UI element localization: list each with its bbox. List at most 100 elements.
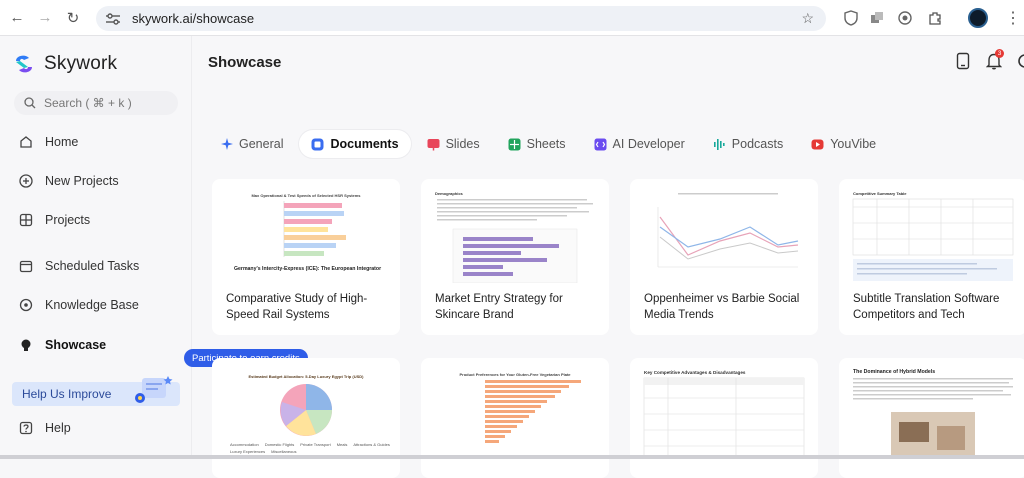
document-icon	[311, 138, 324, 151]
site-settings-icon[interactable]	[106, 12, 122, 25]
sidebar-item-projects[interactable]: Projects	[18, 212, 90, 228]
tab-slides[interactable]: Slides	[415, 130, 492, 158]
waveform-icon	[713, 138, 726, 151]
back-icon[interactable]: ←	[9, 9, 25, 26]
shield-extension-icon[interactable]	[842, 9, 860, 27]
showcase-card[interactable]: Competitive Summary Table Subtitle Trans…	[839, 179, 1024, 335]
search-placeholder: Search ( ⌘ + k )	[44, 96, 132, 110]
sidebar-item-home[interactable]: Home	[18, 134, 78, 150]
card-thumbnail: Key Competitive Advantages & Disadvantag…	[638, 366, 810, 462]
sidebar-item-label: New Projects	[45, 174, 119, 188]
tab-general[interactable]: General	[209, 130, 295, 158]
thumb-heading: Competitive Summary Table	[853, 191, 907, 196]
skywork-logo-icon	[16, 55, 32, 73]
tab-ai-developer[interactable]: AI Developer	[582, 130, 697, 158]
page-title: Showcase	[208, 54, 282, 71]
showcase-card[interactable]: Key Competitive Advantages & Disadvantag…	[630, 358, 818, 478]
card-title: Oppenheimer vs Barbie Social Media Trend…	[644, 293, 800, 321]
thumb-heading: Max Operational & Test Speeds of Selecte…	[251, 193, 361, 198]
sidebar-item-new-projects[interactable]: New Projects	[18, 173, 119, 189]
forward-icon[interactable]: →	[37, 9, 53, 26]
sidebar-item-label: Scheduled Tasks	[45, 259, 140, 273]
help-icon	[18, 420, 34, 436]
sidebar-item-scheduled-tasks[interactable]: Scheduled Tasks	[18, 258, 139, 274]
sparkle-icon	[221, 138, 233, 150]
tab-label: Slides	[445, 137, 480, 151]
thumb-caption: Germany's Intercity-Express (ICE): The E…	[234, 266, 382, 272]
legend-item: Meals	[336, 442, 348, 447]
showcase-card[interactable]: Demographics Market Entry Strategy for S…	[421, 179, 609, 335]
sidebar-item-label: Home	[45, 135, 79, 149]
card-thumbnail: Competitive Summary Table	[847, 187, 1019, 283]
sidebar-item-label: Projects	[45, 213, 91, 227]
showcase-card[interactable]: Product Preferences for Your Gluten-Free…	[421, 358, 609, 478]
profile-avatar[interactable]	[968, 8, 988, 28]
thumb-table	[643, 377, 805, 459]
notifications-button[interactable]: 3	[985, 49, 1004, 75]
thumb-legend: Accommodation Domestic Flights Private T…	[230, 442, 390, 454]
thumb-heading: Key Competitive Advantages & Disadvantag…	[644, 370, 746, 375]
tab-label: General	[239, 137, 284, 151]
tab-label: YouVibe	[830, 137, 877, 151]
puzzle-extension-icon[interactable]	[926, 9, 944, 27]
tab-documents[interactable]: Documents	[299, 130, 411, 158]
bookmark-star-icon[interactable]: ☆	[801, 10, 814, 26]
sidebar-item-label: Help	[45, 421, 71, 435]
tab-label: Podcasts	[731, 137, 784, 151]
tab-sheets[interactable]: Sheets	[496, 130, 578, 158]
legend-item: Private Transport	[300, 442, 331, 447]
legend-item: Attractions & Guides	[353, 442, 390, 447]
card-thumbnail: Max Operational & Test Speeds of Selecte…	[220, 187, 392, 283]
orbit-icon	[18, 297, 34, 313]
showcase-card[interactable]: Max Operational & Test Speeds of Selecte…	[212, 179, 400, 335]
search-icon	[24, 97, 36, 109]
sidebar-item-showcase[interactable]: Showcase	[18, 337, 106, 353]
showcase-card[interactable]: Oppenheimer vs Barbie Social Media Trend…	[630, 179, 818, 335]
thumb-doc-lines	[437, 199, 593, 283]
sidebar-item-help[interactable]: Help	[18, 420, 71, 436]
sheets-icon	[508, 138, 521, 151]
brand-logo[interactable]: Skywork	[12, 52, 117, 76]
panel-toggle-icon[interactable]	[1017, 52, 1024, 75]
reload-icon[interactable]: ↻	[66, 9, 80, 27]
thumb-heading: Product Preferences for Your Gluten-Free…	[459, 372, 571, 377]
card-title: Market Entry Strategy for Skincare Brand	[435, 293, 563, 321]
tab-label: AI Developer	[612, 137, 685, 151]
card-thumbnail: Demographics	[429, 187, 601, 283]
category-tabs: General Documents Slides Sheets AI Devel…	[209, 130, 892, 158]
tab-label: Sheets	[526, 137, 566, 151]
feedback-illustration-icon	[135, 376, 173, 403]
sidebar-item-knowledge-base[interactable]: Knowledge Base	[18, 297, 139, 313]
card-title: Comparative Study of High-Speed Rail Sys…	[226, 293, 368, 321]
chat-extension-icon[interactable]	[896, 9, 914, 27]
bulb-icon	[18, 337, 34, 353]
notification-badge: 3	[995, 49, 1004, 58]
grid-icon	[18, 212, 34, 228]
stack-extension-icon[interactable]	[868, 9, 886, 27]
card-thumbnail	[638, 187, 810, 283]
bell-icon	[985, 53, 1003, 70]
horizontal-scrollbar[interactable]	[0, 455, 1024, 459]
legend-item: Accommodation	[230, 442, 259, 447]
thumb-line-chart	[657, 193, 799, 268]
help-us-improve-button[interactable]: Help Us Improve	[12, 376, 180, 406]
main-content: Showcase 3 General Documents Slides Shee…	[193, 36, 1024, 478]
tab-podcasts[interactable]: Podcasts	[701, 130, 795, 158]
tab-label: Documents	[330, 137, 399, 151]
tab-youvibe[interactable]: YouVibe	[799, 130, 888, 158]
search-input[interactable]: Search ( ⌘ + k )	[14, 91, 178, 115]
calendar-icon	[18, 258, 34, 274]
plus-circle-icon	[18, 173, 34, 189]
slides-icon	[427, 138, 440, 151]
showcase-card[interactable]: Estimated Budget Allocation: 5-Day Luxur…	[212, 358, 400, 478]
showcase-card[interactable]: The Dominance of Hybrid Models	[839, 358, 1024, 478]
menu-kebab-icon[interactable]: ⋮	[1005, 10, 1021, 27]
tablet-icon[interactable]	[956, 52, 970, 75]
home-icon	[18, 134, 34, 150]
brand-name: Skywork	[44, 53, 118, 74]
address-bar[interactable]: skywork.ai/showcase ☆	[96, 6, 826, 31]
thumb-bar-chart	[283, 201, 346, 257]
sidebar-item-label: Knowledge Base	[45, 298, 139, 312]
url-text[interactable]: skywork.ai/showcase	[132, 11, 255, 26]
legend-item: Miscellaneous	[271, 449, 297, 454]
